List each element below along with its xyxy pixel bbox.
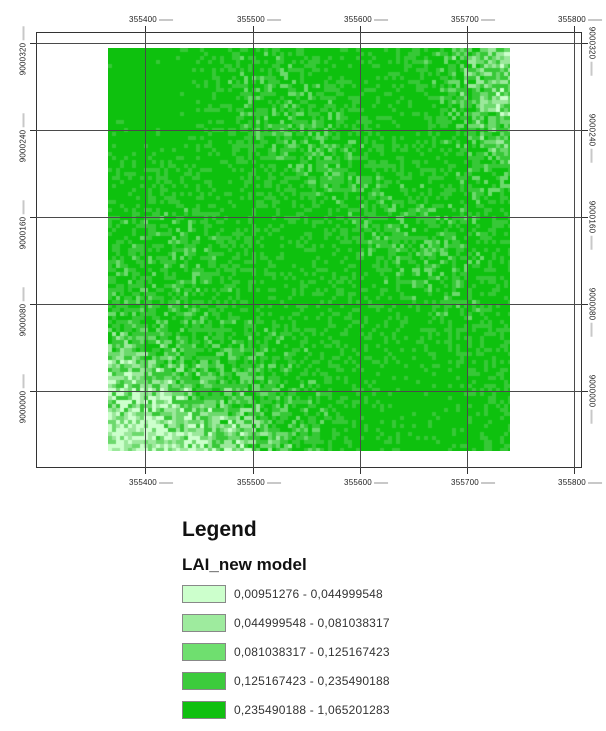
x-tick-label-bottom: 355400	[129, 478, 173, 487]
tick-mark-left-9000160	[30, 217, 36, 218]
tick-mark-right-9000080	[582, 304, 588, 305]
y-tick-label-right: 9000160	[588, 201, 597, 250]
tick-label-fade	[22, 374, 25, 389]
tick-label-fade	[590, 235, 593, 250]
legend-layer-name: LAI_new model	[182, 555, 307, 574]
tick-label-fade	[158, 18, 173, 21]
tick-mark-right-9000320	[582, 43, 588, 44]
y-tick-label-right: 9000000	[588, 375, 597, 424]
grid-line-northing-9000240	[36, 130, 582, 131]
legend-swatch-1	[182, 585, 226, 603]
x-tick-label-bottom: 355500	[237, 478, 281, 487]
tick-label-fade	[590, 61, 593, 76]
legend-class-label-4: 0,125167423 - 0,235490188	[234, 674, 390, 688]
y-tick-label-left: 9000160	[19, 200, 28, 249]
tick-mark-right-9000000	[582, 391, 588, 392]
x-tick-label-top: 355800	[558, 15, 602, 24]
x-tick-label-bottom: 355800	[558, 478, 602, 487]
tick-mark-top-355600	[360, 26, 361, 32]
legend-swatch-3	[182, 643, 226, 661]
x-tick-label-top: 355500	[237, 15, 281, 24]
grid-line-easting-355700	[467, 32, 468, 468]
tick-mark-bottom-355400	[145, 468, 146, 474]
lai-raster-layer	[108, 48, 510, 451]
tick-label-fade	[22, 113, 25, 128]
y-tick-label-right: 9000320	[588, 27, 597, 76]
grid-line-northing-9000000	[36, 391, 582, 392]
grid-line-easting-355800	[574, 32, 575, 468]
tick-mark-top-355800	[574, 26, 575, 32]
legend-class-5: 0,235490188 - 1,065201283	[182, 698, 482, 722]
tick-mark-top-355400	[145, 26, 146, 32]
grid-line-northing-9000320	[36, 43, 582, 44]
x-tick-label-top: 355400	[129, 15, 173, 24]
legend-title: Legend	[182, 518, 257, 541]
tick-mark-right-9000160	[582, 217, 588, 218]
tick-label-fade	[158, 481, 173, 484]
grid-line-northing-9000080	[36, 304, 582, 305]
x-tick-label-top: 355600	[344, 15, 388, 24]
x-tick-label-bottom: 355700	[451, 478, 495, 487]
tick-label-fade	[266, 18, 281, 21]
grid-line-easting-355600	[360, 32, 361, 468]
x-tick-label-bottom: 355600	[344, 478, 388, 487]
y-tick-label-right: 9000240	[588, 114, 597, 163]
tick-label-fade	[590, 322, 593, 337]
y-tick-label-left: 9000320	[19, 26, 28, 75]
legend-class-4: 0,125167423 - 0,235490188	[182, 669, 482, 693]
tick-mark-bottom-355800	[574, 468, 575, 474]
tick-label-fade	[587, 481, 602, 484]
tick-mark-top-355500	[253, 26, 254, 32]
tick-mark-bottom-355700	[467, 468, 468, 474]
grid-line-easting-355500	[253, 32, 254, 468]
tick-label-fade	[480, 18, 495, 21]
grid-line-easting-355400	[145, 32, 146, 468]
legend-class-2: 0,044999548 - 0,081038317	[182, 611, 482, 635]
tick-label-fade	[373, 481, 388, 484]
grid-line-northing-9000160	[36, 217, 582, 218]
legend-class-3: 0,081038317 - 0,125167423	[182, 640, 482, 664]
y-tick-label-left: 9000080	[19, 287, 28, 336]
tick-label-fade	[590, 409, 593, 424]
legend-class-label-1: 0,00951276 - 0,044999548	[234, 587, 383, 601]
legend-class-1: 0,00951276 - 0,044999548	[182, 582, 482, 606]
tick-mark-bottom-355600	[360, 468, 361, 474]
tick-mark-left-9000320	[30, 43, 36, 44]
tick-label-fade	[587, 18, 602, 21]
tick-mark-left-9000240	[30, 130, 36, 131]
legend: Legend LAI_new model 0,00951276 - 0,0449…	[182, 518, 482, 727]
legend-swatch-5	[182, 701, 226, 719]
legend-swatch-2	[182, 614, 226, 632]
tick-label-fade	[266, 481, 281, 484]
legend-swatch-4	[182, 672, 226, 690]
tick-mark-right-9000240	[582, 130, 588, 131]
tick-mark-left-9000080	[30, 304, 36, 305]
tick-label-fade	[22, 200, 25, 215]
y-tick-label-left: 9000240	[19, 113, 28, 162]
legend-class-label-5: 0,235490188 - 1,065201283	[234, 703, 390, 717]
y-tick-label-right: 9000080	[588, 288, 597, 337]
tick-mark-left-9000000	[30, 391, 36, 392]
tick-label-fade	[373, 18, 388, 21]
tick-label-fade	[22, 26, 25, 41]
legend-class-label-2: 0,044999548 - 0,081038317	[234, 616, 390, 630]
tick-label-fade	[480, 481, 495, 484]
tick-label-fade	[22, 287, 25, 302]
y-tick-label-left: 9000000	[19, 374, 28, 423]
tick-label-fade	[590, 148, 593, 163]
tick-mark-top-355700	[467, 26, 468, 32]
tick-mark-bottom-355500	[253, 468, 254, 474]
x-tick-label-top: 355700	[451, 15, 495, 24]
legend-class-label-3: 0,081038317 - 0,125167423	[234, 645, 390, 659]
